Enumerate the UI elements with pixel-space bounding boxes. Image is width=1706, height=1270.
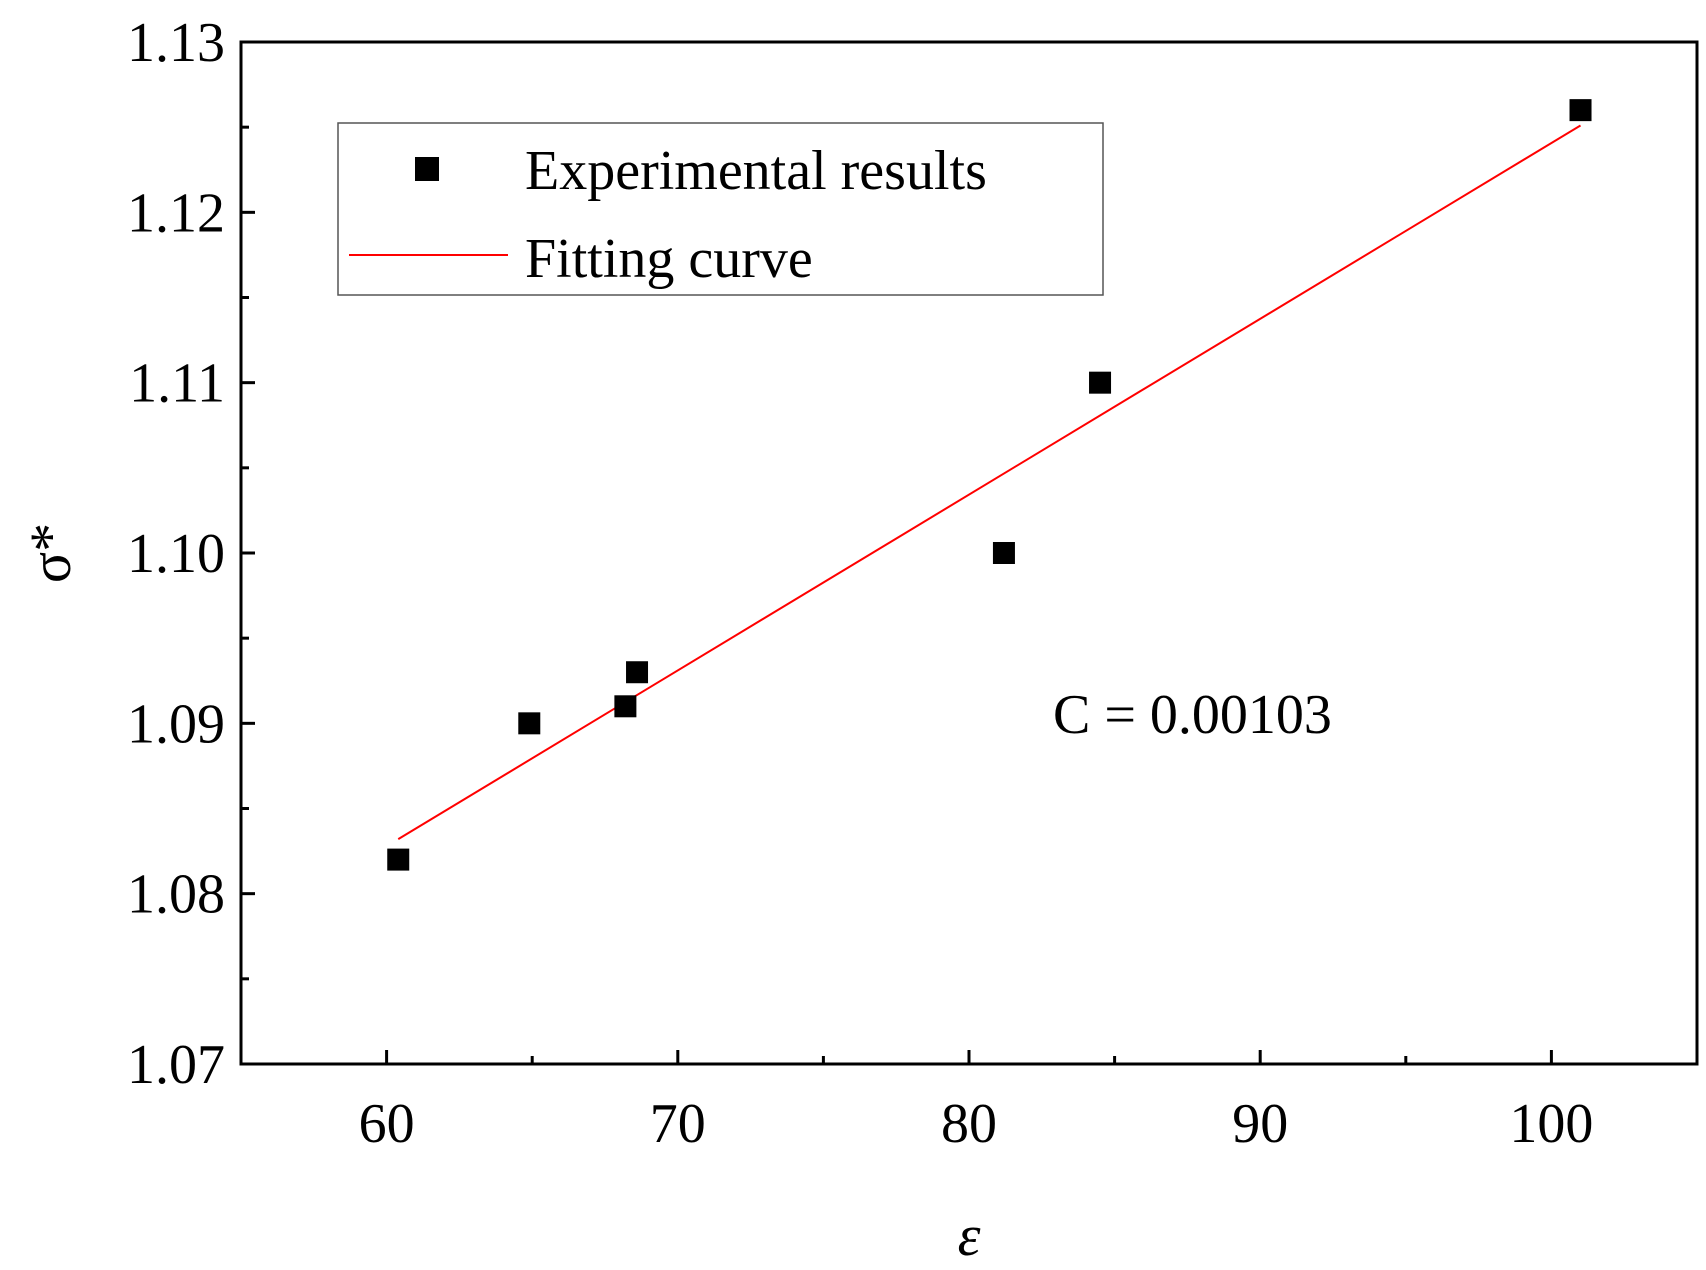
experimental-data-point [626, 661, 649, 684]
x-tick-label: 90 [1232, 1093, 1288, 1155]
y-tick-label: 1.10 [127, 523, 225, 585]
legend-label-experimental: Experimental results [525, 140, 987, 202]
y-tick-label: 1.13 [127, 12, 225, 74]
legend-label-fitting: Fitting curve [525, 228, 813, 290]
experimental-data-point [1569, 99, 1592, 122]
legend-marker-experimental [415, 157, 439, 181]
y-axis-title: σ* [18, 523, 83, 583]
experimental-data-point [614, 695, 637, 718]
series-layer [387, 99, 1592, 871]
experimental-data-point [1089, 371, 1112, 394]
legend: Experimental results Fitting curve [337, 122, 1104, 296]
y-tick-label: 1.08 [127, 864, 225, 926]
fitting-curve-line [397, 124, 1582, 841]
experimental-data-point [387, 848, 410, 871]
x-tick-label: 60 [359, 1093, 415, 1155]
y-axis-ticks [241, 40, 255, 1066]
experimental-data-point [992, 542, 1015, 564]
y-axis-tick-labels: 1.07 1.08 1.09 1.10 1.11 1.12 1.13 [127, 12, 225, 1096]
x-axis-title: ε [958, 1203, 981, 1268]
experimental-data-point [518, 712, 541, 735]
y-tick-label: 1.12 [127, 182, 225, 244]
x-axis-tick-labels: 60 70 80 90 100 [359, 1093, 1594, 1155]
y-tick-label: 1.07 [127, 1034, 225, 1096]
fit-constant-annotation: C = 0.00103 [1053, 684, 1332, 746]
legend-box [337, 122, 1104, 296]
y-tick-label: 1.11 [129, 353, 225, 415]
x-tick-label: 70 [650, 1093, 706, 1155]
x-tick-label: 100 [1509, 1093, 1593, 1155]
x-tick-label: 80 [941, 1093, 997, 1155]
x-axis-ticks [385, 1050, 1553, 1064]
y-tick-label: 1.09 [127, 693, 225, 755]
